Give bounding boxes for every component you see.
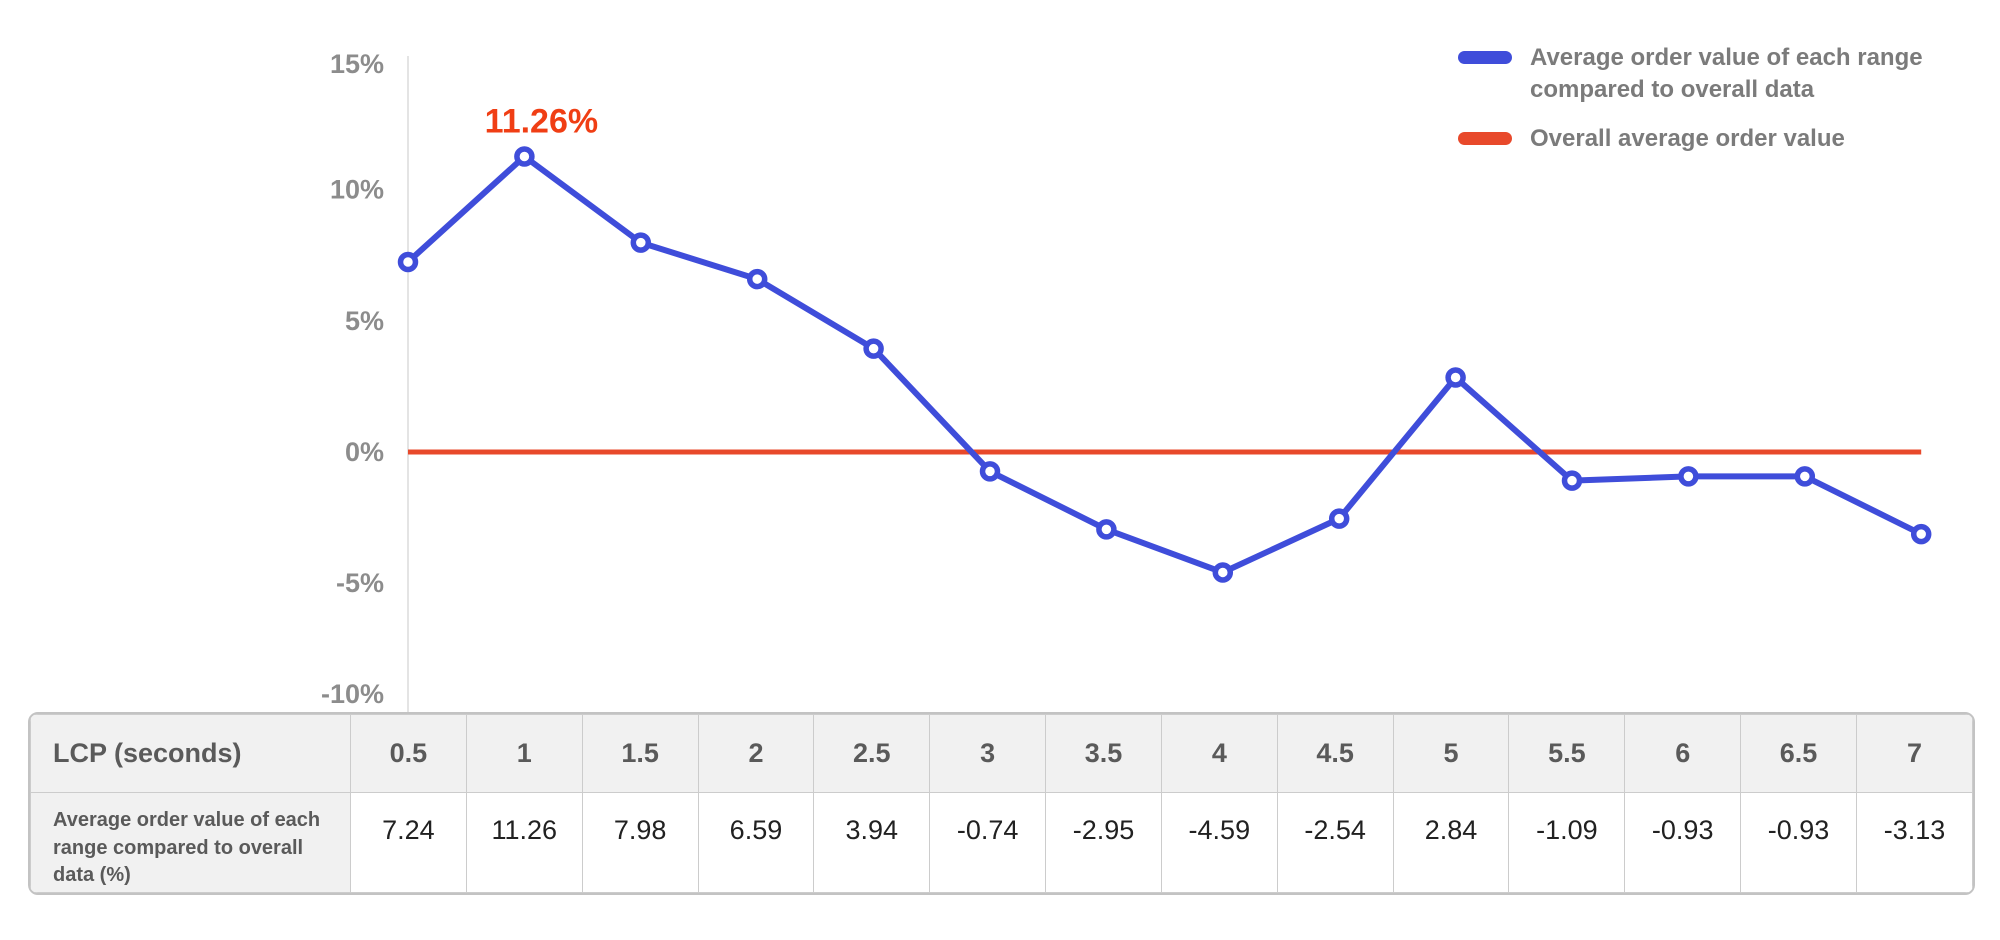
aov-value-cell: -0.93 bbox=[1624, 792, 1742, 893]
lcp-column-header: 0.5 bbox=[350, 714, 467, 793]
data-point-marker bbox=[1096, 519, 1117, 540]
data-point-marker bbox=[863, 338, 884, 359]
table-values-row: Average order value of each range compar… bbox=[30, 792, 1973, 893]
table-header-lcp: LCP (seconds) bbox=[30, 714, 351, 793]
y-tick-label: 10% bbox=[330, 175, 384, 205]
lcp-column-header: 3 bbox=[929, 714, 1047, 793]
y-tick-label: 15% bbox=[330, 49, 384, 79]
lcp-column-header: 2 bbox=[697, 714, 815, 793]
lcp-column-header: 4.5 bbox=[1276, 714, 1394, 793]
aov-value-cell: -0.74 bbox=[929, 792, 1047, 893]
aov-value-cell: 2.84 bbox=[1392, 792, 1510, 893]
lcp-column-header: 5 bbox=[1392, 714, 1510, 793]
lcp-column-header: 3.5 bbox=[1045, 714, 1162, 793]
legend-swatch-reference bbox=[1458, 132, 1512, 146]
series-line bbox=[405, 153, 1925, 576]
aov-value-cell: 7.98 bbox=[581, 792, 699, 893]
lcp-column-header: 6.5 bbox=[1740, 714, 1857, 793]
table-header-row: LCP (seconds) 0.5 1 1.5 2 2.5 3 3.5 4 4.5 5 5.5 6 6.… bbox=[30, 714, 1973, 793]
lcp-column-header: 2.5 bbox=[813, 714, 931, 793]
data-point-marker bbox=[746, 268, 768, 290]
lcp-column-header: 1.5 bbox=[581, 714, 699, 793]
lcp-values-table: LCP (seconds) 0.5 1 1.5 2 2.5 3 3.5 4 4.5 5 5.5 6 6.… bbox=[30, 714, 1973, 893]
y-tick-label: -5% bbox=[336, 568, 384, 598]
data-table: LCP (seconds) 0.5 1 1.5 2 2.5 3 3.5 4 4.5 5 5.5 6 6.… bbox=[28, 712, 1975, 895]
legend-label-reference: Overall average order value bbox=[1530, 125, 1845, 153]
peak-value-annotation: 11.26% bbox=[485, 103, 598, 141]
legend-swatch-series bbox=[1458, 51, 1512, 64]
aov-value-cell: -2.54 bbox=[1276, 792, 1394, 893]
data-point-marker bbox=[1678, 466, 1699, 487]
aov-value-cell: 3.94 bbox=[813, 792, 931, 893]
aov-value-cell: 11.26 bbox=[465, 792, 583, 893]
data-point-marker bbox=[1910, 523, 1932, 545]
data-point-marker bbox=[1561, 470, 1583, 491]
data-point-marker bbox=[1328, 508, 1350, 529]
lcp-column-header: 5.5 bbox=[1508, 714, 1626, 793]
lcp-column-header: 4 bbox=[1160, 714, 1278, 793]
y-tick-label: -10% bbox=[321, 679, 384, 709]
table-row-label: Average order value of each range compar… bbox=[30, 792, 351, 893]
legend-label-series: Average order value of each range compar… bbox=[1530, 44, 1923, 103]
data-point-marker bbox=[979, 461, 1001, 482]
y-tick-label: 0% bbox=[345, 437, 384, 467]
data-point-marker bbox=[1794, 466, 1816, 487]
legend-item-reference: Overall average order value bbox=[1458, 123, 1928, 155]
line-chart-plot: 15% 10% 5% 0% -5% -10% 11.26% bbox=[321, 49, 1932, 712]
aov-value-cell: -3.13 bbox=[1855, 792, 1973, 893]
aov-value-cell: -1.09 bbox=[1508, 792, 1626, 893]
aov-value-cell: -2.95 bbox=[1045, 792, 1162, 893]
data-point-marker bbox=[630, 232, 652, 253]
data-point-marker bbox=[1212, 562, 1234, 583]
aov-value-cell: -0.93 bbox=[1740, 792, 1857, 893]
aov-value-cell: -4.59 bbox=[1160, 792, 1278, 893]
data-point-marker bbox=[1445, 367, 1466, 388]
y-tick-label: 5% bbox=[345, 306, 384, 336]
lcp-column-header: 1 bbox=[465, 714, 583, 793]
aov-value-cell: 7.24 bbox=[350, 792, 467, 893]
data-point-marker bbox=[514, 146, 535, 167]
aov-value-cell: 6.59 bbox=[697, 792, 815, 893]
data-point-marker bbox=[397, 251, 419, 273]
chart-legend: Average order value of each range compar… bbox=[1458, 42, 1928, 173]
lcp-column-header: 7 bbox=[1855, 714, 1973, 793]
lcp-column-header: 6 bbox=[1624, 714, 1742, 793]
legend-item-series: Average order value of each range compar… bbox=[1458, 42, 1928, 105]
